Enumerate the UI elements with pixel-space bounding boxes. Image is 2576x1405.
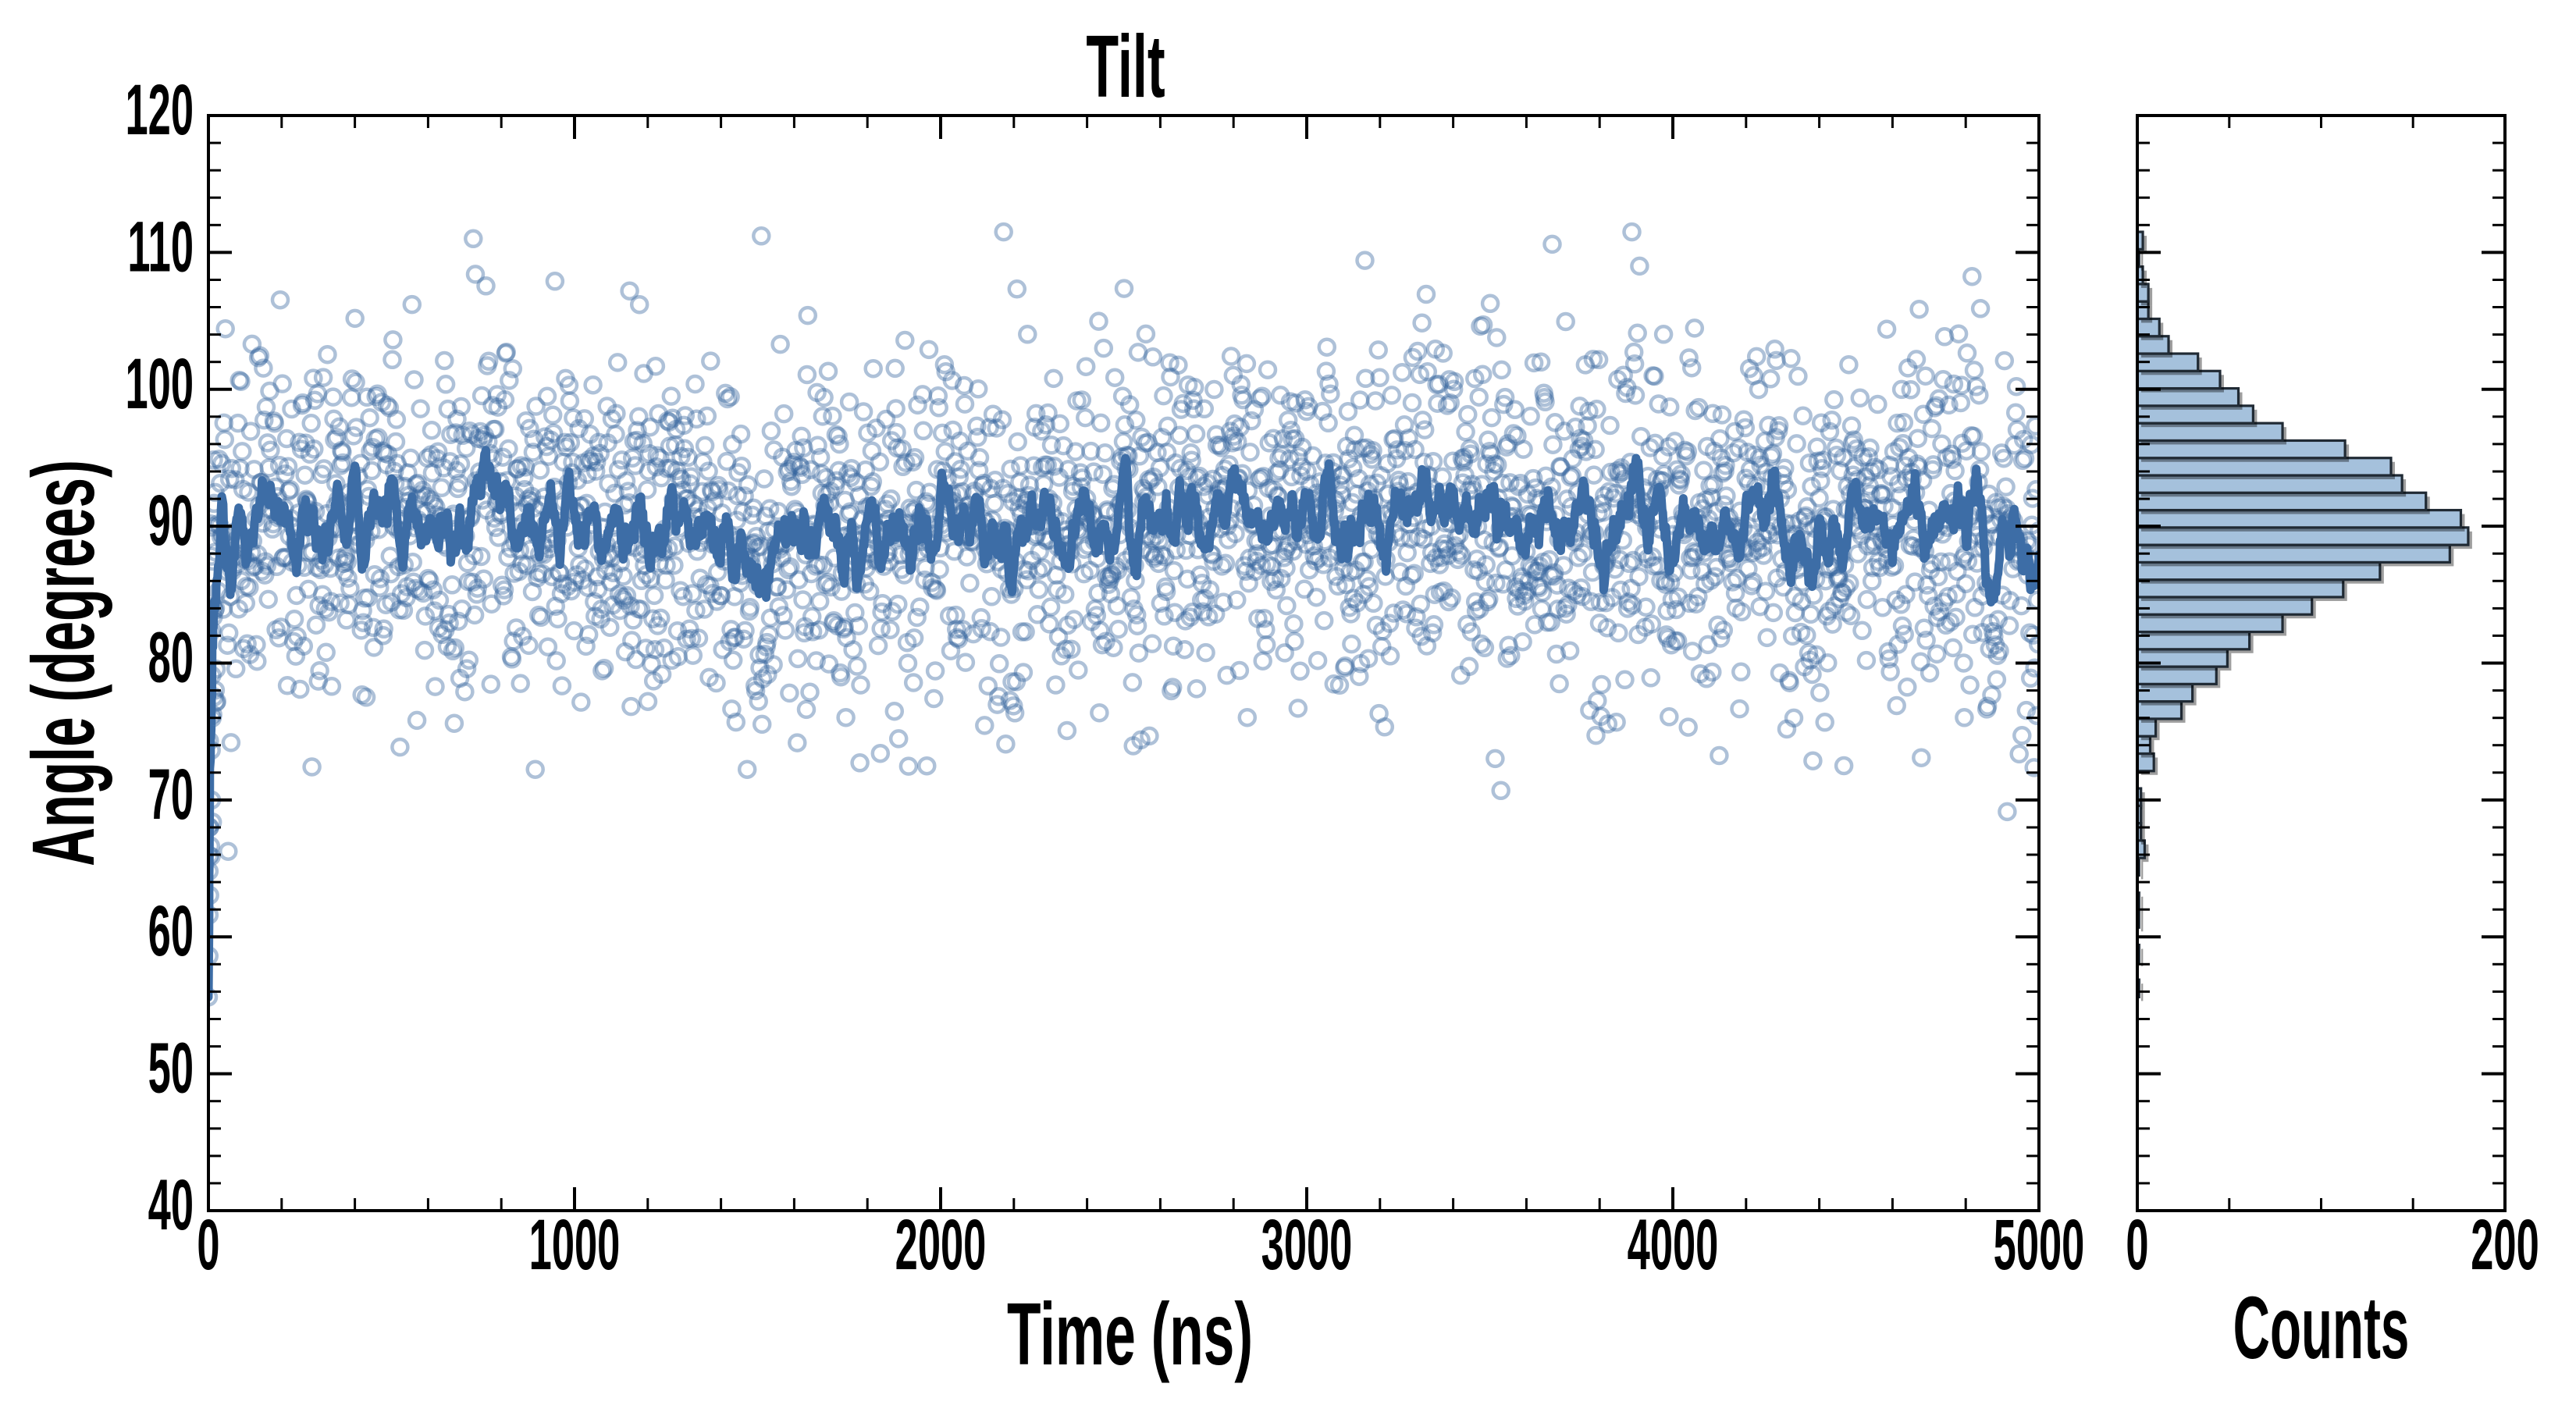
svg-text:80: 80 (148, 617, 194, 697)
svg-text:40: 40 (148, 1164, 194, 1244)
svg-text:120: 120 (126, 69, 194, 149)
svg-text:Tilt: Tilt (1086, 16, 1165, 116)
svg-text:5000: 5000 (1994, 1204, 2085, 1284)
svg-text:110: 110 (127, 206, 194, 286)
svg-text:Angle (degrees): Angle (degrees) (13, 460, 112, 866)
svg-text:3000: 3000 (1261, 1204, 1353, 1284)
svg-text:1000: 1000 (529, 1204, 621, 1284)
svg-text:200: 200 (2471, 1204, 2539, 1284)
svg-text:50: 50 (148, 1027, 194, 1108)
svg-text:4000: 4000 (1628, 1204, 1719, 1284)
svg-text:2000: 2000 (895, 1204, 987, 1284)
svg-text:0: 0 (2126, 1204, 2148, 1284)
svg-text:100: 100 (126, 343, 194, 423)
svg-text:Counts: Counts (2233, 1278, 2410, 1377)
svg-text:Time (ns): Time (ns) (1007, 1286, 1253, 1384)
svg-text:60: 60 (148, 891, 194, 971)
svg-text:0: 0 (197, 1204, 219, 1284)
svg-text:70: 70 (148, 753, 194, 834)
svg-text:90: 90 (148, 480, 194, 560)
